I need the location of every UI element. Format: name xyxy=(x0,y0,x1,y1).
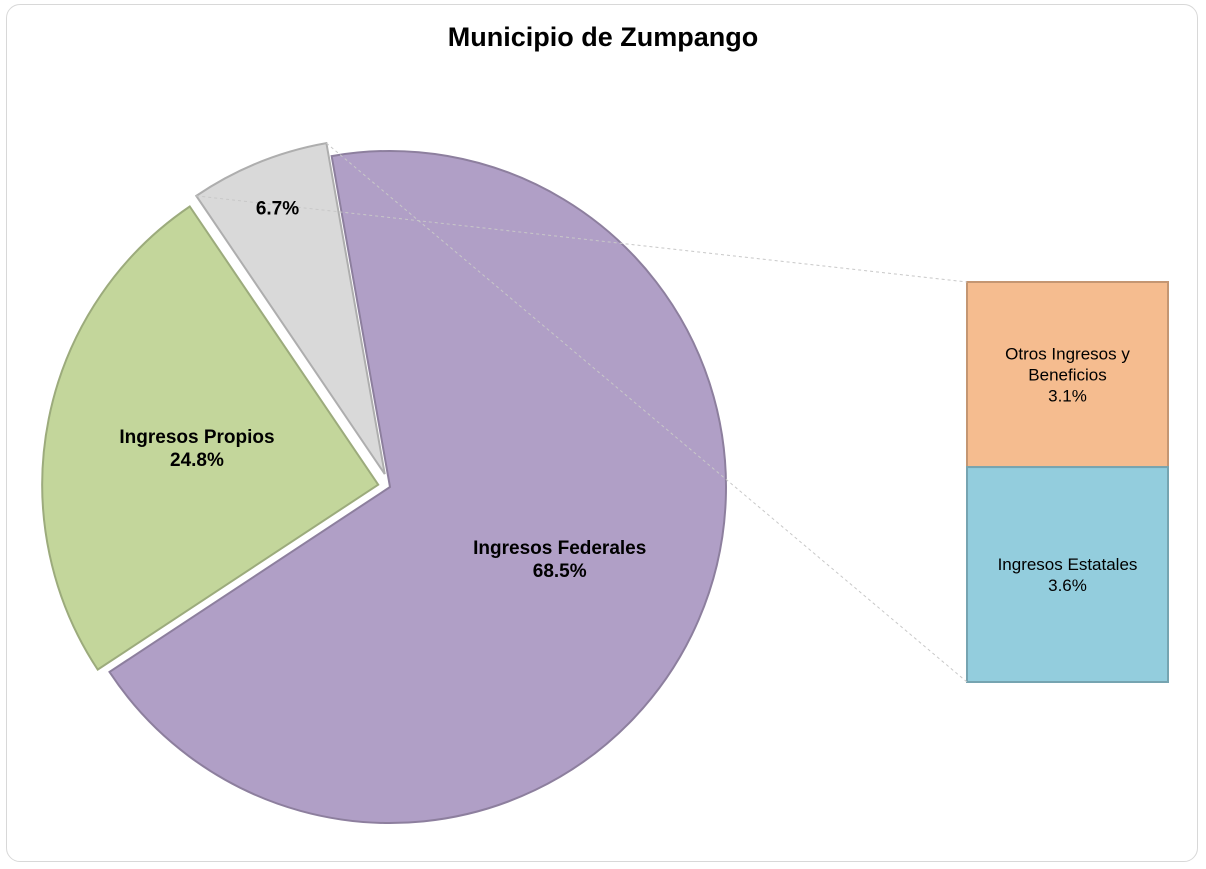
breakdown-name: Ingresos Estatales xyxy=(997,554,1138,574)
slice-label: Ingresos Propios 24.8% xyxy=(119,426,274,472)
chart-title: Municipio de Zumpango xyxy=(447,22,759,52)
breakdown-value: 3.1% xyxy=(1048,386,1087,406)
breakdown-name: Otros Ingresos y Beneficios xyxy=(1005,344,1130,385)
pie-slice xyxy=(41,205,380,672)
slice-label: 6.7% xyxy=(256,198,299,221)
connector-line xyxy=(326,142,968,683)
breakdown-label: Ingresos Estatales 3.6% xyxy=(998,554,1138,596)
slice-label: Ingresos Federales 68.5% xyxy=(473,537,646,583)
slice-name: Ingresos Propios xyxy=(119,426,275,448)
breakdown-value: 3.6% xyxy=(1048,575,1087,595)
pie-slice xyxy=(108,150,727,824)
slice-value: 6.7% xyxy=(255,198,300,220)
breakdown-bar xyxy=(966,281,1169,469)
pie-slice xyxy=(194,141,386,475)
breakdown-label: Otros Ingresos y Beneficios 3.1% xyxy=(998,343,1138,406)
breakdown-bar xyxy=(966,466,1169,683)
slice-value: 68.5% xyxy=(532,561,587,583)
slice-name: Ingresos Federales xyxy=(473,538,647,560)
slice-value: 24.8% xyxy=(170,449,224,471)
